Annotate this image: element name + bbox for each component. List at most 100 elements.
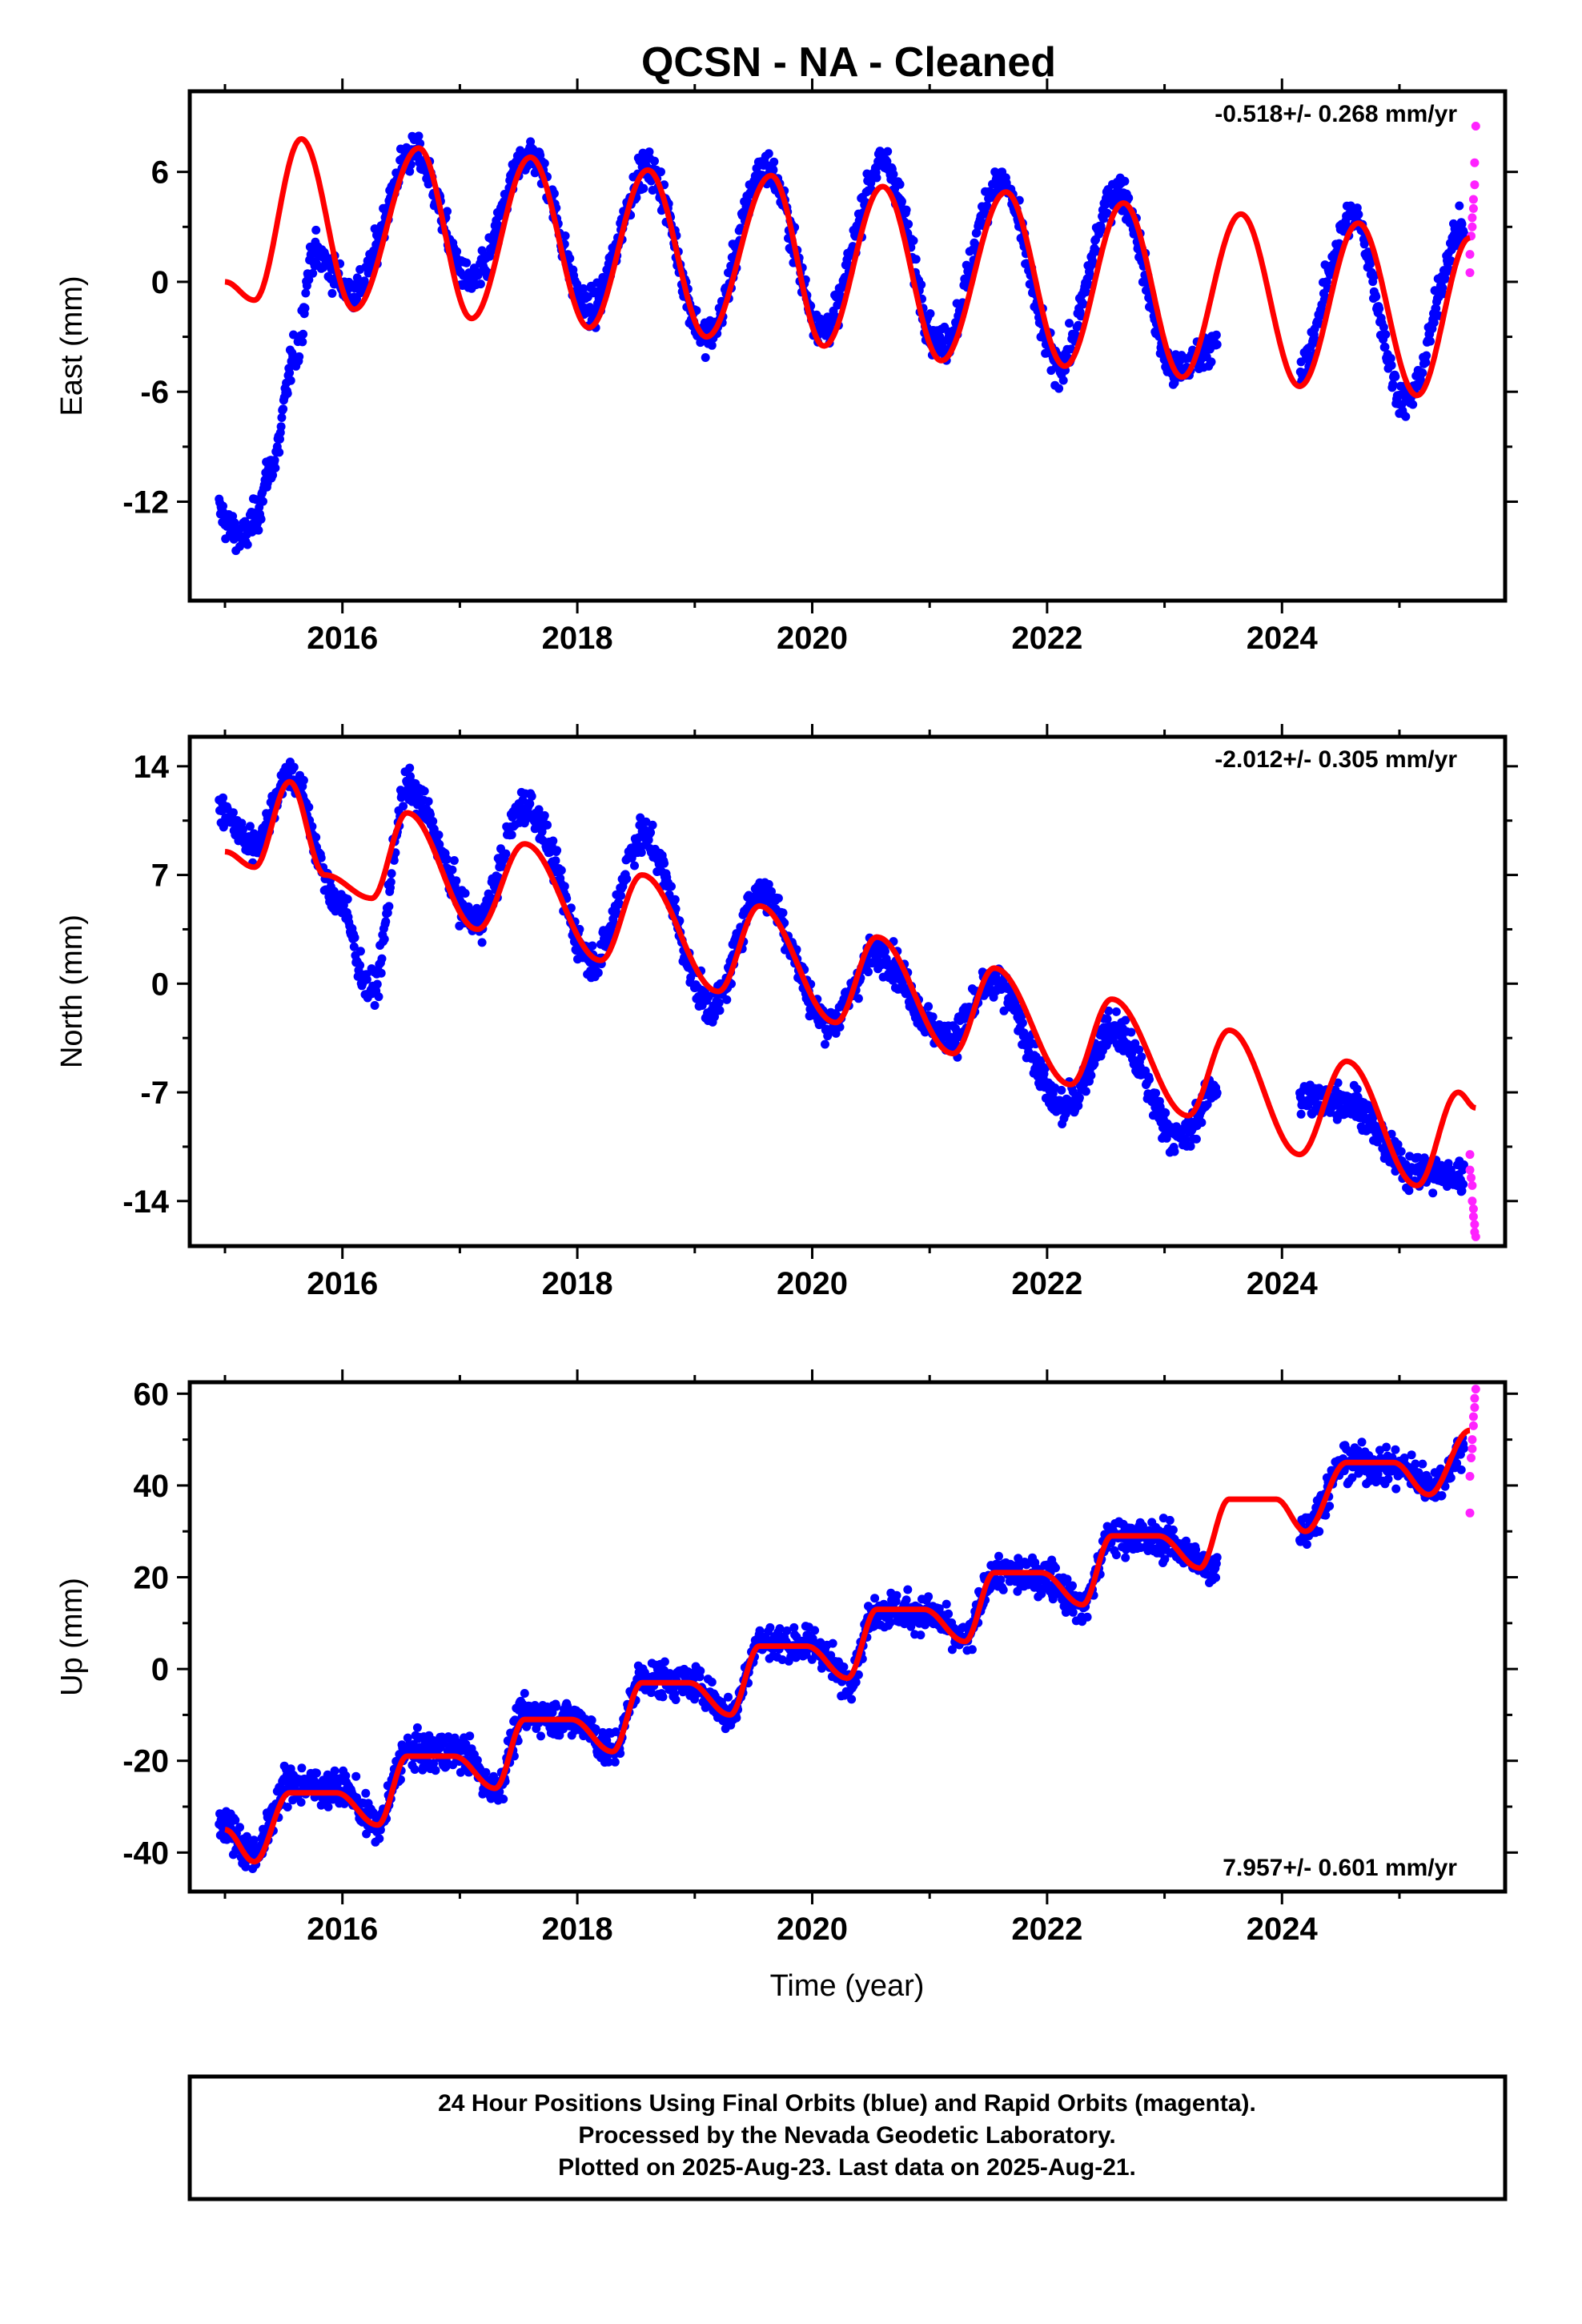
final-orbit-point: [701, 353, 710, 362]
final-orbit-point: [304, 802, 314, 812]
final-orbit-point: [327, 288, 337, 298]
final-orbit-point: [230, 518, 239, 528]
x-axis: 2016 2018 2020 2022 2024: [223, 78, 1401, 656]
final-orbit-point: [604, 1757, 613, 1767]
chart-title: QCSN - NA - Cleaned: [641, 39, 1056, 86]
final-orbit-point: [549, 189, 559, 199]
final-orbit-point: [839, 1663, 849, 1671]
final-orbit-point: [897, 197, 906, 207]
final-orbit-point: [1104, 1006, 1114, 1015]
final-orbit-point: [947, 1645, 957, 1655]
final-orbit-point: [1121, 1015, 1130, 1025]
final-orbit-point: [460, 889, 470, 898]
final-orbit-point: [489, 1771, 499, 1781]
final-orbit-point: [1102, 1015, 1112, 1023]
final-orbit-point: [1151, 1088, 1161, 1098]
final-orbit-point: [765, 1622, 775, 1632]
y-tick-label: -6: [140, 375, 169, 410]
rapid-orbit-point: [1465, 1165, 1475, 1175]
final-orbit-point: [622, 874, 632, 883]
final-orbit-point: [1081, 287, 1090, 297]
final-orbit-point: [1457, 219, 1467, 229]
final-orbit-point: [870, 1594, 880, 1603]
final-orbit-point: [789, 1622, 799, 1632]
y-tick-label: -7: [140, 1076, 169, 1111]
final-orbit-point: [1081, 1087, 1090, 1096]
rapid-orbit-point: [1465, 1150, 1475, 1160]
y-axis: 60-6-12: [122, 155, 1518, 520]
final-orbit-point: [452, 247, 462, 256]
final-orbit-point: [374, 992, 383, 1002]
final-orbit-point: [370, 1001, 379, 1010]
x-tick-label: 2024: [1247, 1266, 1319, 1301]
final-orbit-point: [384, 902, 394, 911]
y-tick-label: 7: [151, 858, 169, 894]
final-orbit-point: [1078, 300, 1088, 309]
rapid-orbit-point: [1468, 1212, 1478, 1221]
rapid-orbit-point: [1468, 203, 1478, 213]
final-orbit-point: [671, 1695, 681, 1704]
final-orbit-point: [389, 855, 399, 865]
final-orbit-point: [406, 772, 415, 781]
final-orbit-point: [1111, 1007, 1121, 1016]
final-orbit-point: [1074, 1093, 1084, 1103]
final-orbit-point: [885, 1618, 895, 1627]
final-orbit-point: [883, 147, 893, 156]
rapid-orbit-point: [1471, 122, 1480, 131]
x-axis: 2016 2018 2020 2022 2024: [223, 724, 1401, 1301]
final-orbit-point: [1388, 380, 1398, 389]
final-orbit-point: [1446, 256, 1456, 266]
final-orbit-point: [1428, 1188, 1438, 1198]
final-orbit-point: [530, 1701, 540, 1710]
final-orbit-point: [501, 849, 511, 858]
final-orbit-point: [341, 1771, 351, 1780]
final-orbit-point: [926, 309, 935, 319]
final-orbit-point: [219, 793, 227, 802]
final-orbit-point: [615, 899, 624, 909]
final-orbit-point: [499, 1795, 508, 1803]
final-orbit-point: [648, 820, 657, 830]
final-orbit-point: [1212, 1088, 1222, 1098]
final-orbit-point: [769, 165, 778, 175]
final-orbit-point: [665, 890, 674, 899]
final-orbit-point: [308, 268, 318, 278]
final-orbit-point: [686, 973, 696, 983]
final-orbit-point: [656, 167, 665, 177]
final-orbit-point: [767, 887, 776, 896]
final-orbit-point: [477, 938, 487, 947]
rapid-orbit-point: [1468, 1204, 1478, 1213]
y-tick-label: 0: [151, 265, 169, 300]
rapid-orbit-point: [1470, 180, 1480, 190]
final-orbit-point: [853, 994, 863, 1003]
model-curve: [223, 778, 1478, 1188]
final-orbit-point: [420, 786, 429, 796]
final-orbit-point: [424, 797, 433, 806]
y-tick-label: 6: [151, 155, 169, 191]
final-orbit-point: [376, 968, 386, 978]
final-orbit-point: [1431, 304, 1441, 313]
final-orbit-point: [285, 368, 295, 378]
final-orbit-point: [243, 540, 252, 549]
y-axis-label: East (mm): [55, 275, 89, 416]
final-orbit-point: [724, 1692, 733, 1702]
final-orbit-point: [435, 839, 444, 849]
final-orbit-point: [249, 1835, 259, 1845]
rapid-orbit-point: [1467, 1173, 1476, 1183]
final-orbit-point: [1211, 330, 1221, 340]
final-orbit-point: [1459, 228, 1468, 238]
final-orbit-point: [251, 495, 261, 505]
final-orbit-point: [286, 376, 295, 385]
final-orbit-point: [429, 1759, 438, 1768]
final-orbit-point: [1396, 1147, 1406, 1156]
final-orbit-point: [477, 246, 487, 255]
final-orbit-point: [552, 1702, 561, 1711]
final-orbit-point: [1120, 176, 1130, 186]
final-orbit-point: [476, 279, 485, 289]
y-tick-label: 14: [134, 750, 170, 785]
final-orbit-point: [1415, 375, 1425, 384]
x-tick-label: 2020: [777, 621, 848, 656]
final-orbit-point: [764, 879, 773, 889]
final-orbit-point: [904, 219, 913, 229]
